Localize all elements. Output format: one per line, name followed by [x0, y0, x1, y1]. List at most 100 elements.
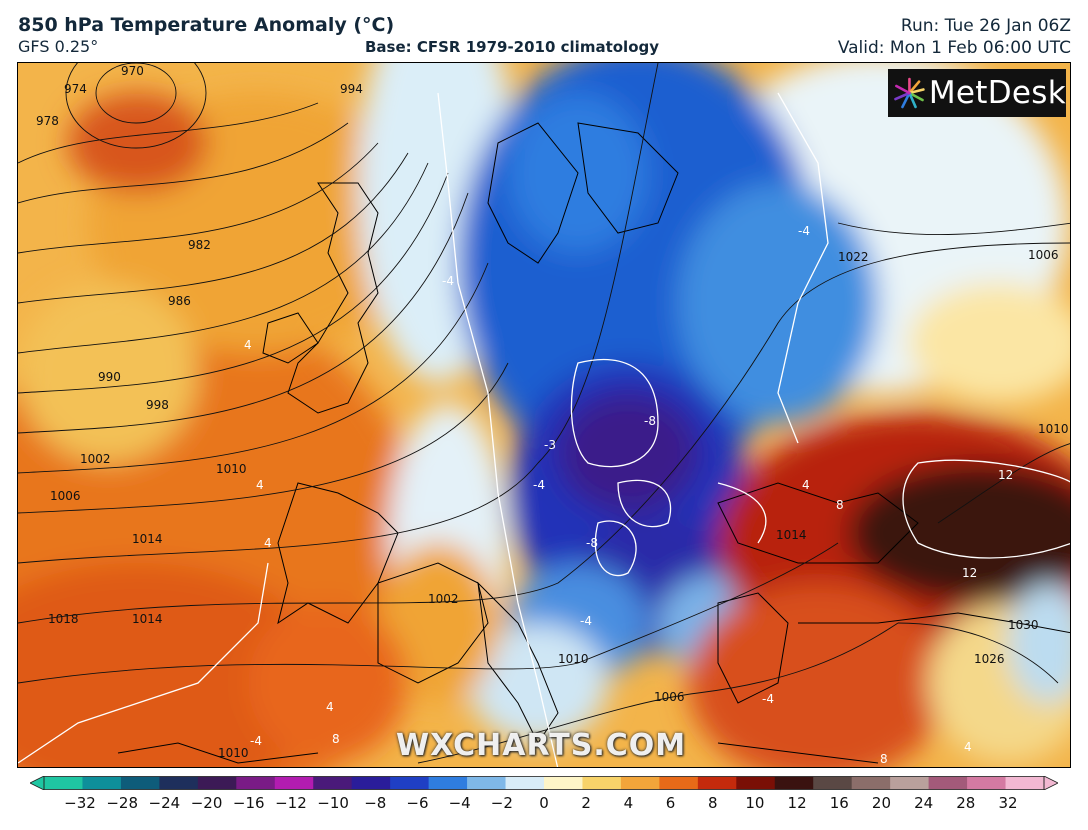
wxcharts-watermark: WXCHARTS.COM — [396, 728, 687, 763]
colorbar-cell — [928, 776, 968, 790]
anomaly-label: 8 — [880, 752, 888, 766]
isobar-label: 1030 — [1008, 618, 1039, 632]
colorbar-tick-label: −2 — [490, 794, 513, 812]
colorbar-cell — [736, 776, 776, 790]
colorbar-cell — [505, 776, 545, 790]
map-canvas: 970 974 978 982 986 990 994 998 1002 100… — [18, 63, 1070, 767]
anomaly-label: 8 — [332, 732, 340, 746]
isobar-labels: 970 974 978 982 986 990 994 998 1002 100… — [36, 64, 1069, 760]
anomaly-label: 4 — [964, 740, 972, 754]
isobar-label: 1010 — [1038, 422, 1069, 436]
colorbar-cell — [159, 776, 199, 790]
colorbar-cell — [620, 776, 660, 790]
colorbar-tick-label: 0 — [539, 794, 549, 812]
isobar-label: 1010 — [218, 746, 249, 760]
isobar-label: 990 — [98, 370, 121, 384]
anomaly-label: 12 — [962, 566, 977, 580]
isobar-label: 1018 — [48, 612, 79, 626]
colorbar-cell — [351, 776, 391, 790]
colorbar-tick-label: 12 — [787, 794, 807, 812]
colorbar-cell — [697, 776, 737, 790]
colorbar-tick-label: −12 — [275, 794, 307, 812]
colorbar-tick-label: −32 — [64, 794, 96, 812]
anomaly-contours — [18, 92, 1070, 767]
colorbar-cell — [44, 776, 84, 790]
colorbar-cell — [236, 776, 276, 790]
map-title: 850 hPa Temperature Anomaly (°C) — [18, 14, 395, 36]
anomaly-label: -4 — [442, 274, 454, 288]
colorbar-tick-label: −8 — [364, 794, 387, 812]
colorbar-tick-label: −10 — [317, 794, 349, 812]
colorbar-cell — [851, 776, 891, 790]
coastlines — [117, 122, 1070, 764]
isobar-label: 998 — [146, 398, 169, 412]
anomaly-label: -4 — [250, 734, 262, 748]
isobar-label: 986 — [168, 294, 191, 308]
anomaly-label: -8 — [586, 536, 598, 550]
colorbar-tick-label: −4 — [448, 794, 471, 812]
colorbar-cell — [390, 776, 430, 790]
colorbar-cell — [120, 776, 160, 790]
colorbar-max-arrow — [1043, 776, 1058, 790]
anomaly-field — [18, 63, 1070, 767]
anomaly-label: 4 — [264, 536, 272, 550]
isobar-label: 1010 — [216, 462, 247, 476]
anomaly-label: 12 — [998, 468, 1013, 482]
isobar-label: 1002 — [428, 592, 459, 606]
colorbar-cell — [428, 776, 468, 790]
colorbar-ticks: −32 −28 −24 −20 −16 −12 −10 −8 −6 −4 −2 0 2 4 6 8 10 12 16… — [0, 794, 1088, 818]
isobar-label: 1006 — [1028, 248, 1059, 262]
anomaly-label: -4 — [533, 478, 545, 492]
anomaly-label: 4 — [326, 700, 334, 714]
metdesk-logo-text: MetDesk — [928, 75, 1066, 111]
colorbar-tick-label: 24 — [914, 794, 934, 812]
isobar-label: 1014 — [132, 612, 163, 626]
colorbar-cell — [274, 776, 314, 790]
colorbar-tick-label: −16 — [232, 794, 265, 812]
anomaly-label: -4 — [798, 224, 810, 238]
isobar-label: 970 — [121, 64, 144, 78]
isobar-label: 978 — [36, 114, 59, 128]
colorbar-cell — [774, 776, 814, 790]
climatology-base-label: Base: CFSR 1979-2010 climatology — [365, 38, 660, 56]
metdesk-logo: MetDesk — [888, 69, 1066, 117]
isobar-label: 974 — [64, 82, 87, 96]
anomaly-labels: -4 -4 -4 -8 -3 -4 -8 -4 4 4 4 4 4 8 8 12… — [244, 224, 1013, 766]
colorbar-tick-label: 32 — [998, 794, 1018, 812]
run-time-label: Run: Tue 26 Jan 06Z — [900, 16, 1071, 36]
anomaly-label: 4 — [802, 478, 810, 492]
anomaly-label: 8 — [836, 498, 844, 512]
anomaly-label: -8 — [644, 414, 656, 428]
isobar-label: 1014 — [776, 528, 807, 542]
anomaly-label: 4 — [244, 338, 252, 352]
colorbar-tick-label: 8 — [707, 794, 718, 812]
anomaly-label: -4 — [762, 692, 774, 706]
colorbar-tick-label: 4 — [623, 794, 634, 812]
isobar-label: 1006 — [50, 489, 81, 503]
colorbar-cell — [544, 776, 584, 790]
colorbar-cell — [890, 776, 930, 790]
colorbar-cell — [582, 776, 622, 790]
colorbar-tick-label: −24 — [148, 794, 181, 812]
colorbar-cell — [313, 776, 353, 790]
colorbar-cell — [467, 776, 507, 790]
isobar-label: 1026 — [974, 652, 1005, 666]
anomaly-label: -4 — [580, 614, 592, 628]
colorbar-tick-label: 28 — [956, 794, 976, 812]
colorbar-tick-label: −28 — [106, 794, 138, 812]
anomaly-label: -3 — [544, 438, 556, 452]
isobar-label: 994 — [340, 82, 363, 96]
colorbar-cell — [197, 776, 237, 790]
colorbar-tick-label: −20 — [190, 794, 223, 812]
isobar-label: 1014 — [132, 532, 163, 546]
colorbar-tick-label: 10 — [745, 794, 765, 812]
colorbar-tick-label: 6 — [665, 794, 676, 812]
anomaly-label: 4 — [256, 478, 264, 492]
model-label: GFS 0.25° — [18, 37, 99, 56]
colorbar-cell — [813, 776, 853, 790]
anomaly-map[interactable]: 970 974 978 982 986 990 994 998 1002 100… — [17, 62, 1071, 768]
colorbar-cell — [1005, 776, 1045, 790]
isobar-label: 1010 — [558, 652, 589, 666]
isobar-label: 1022 — [838, 250, 869, 264]
colorbar-tick-label: 20 — [871, 794, 891, 812]
